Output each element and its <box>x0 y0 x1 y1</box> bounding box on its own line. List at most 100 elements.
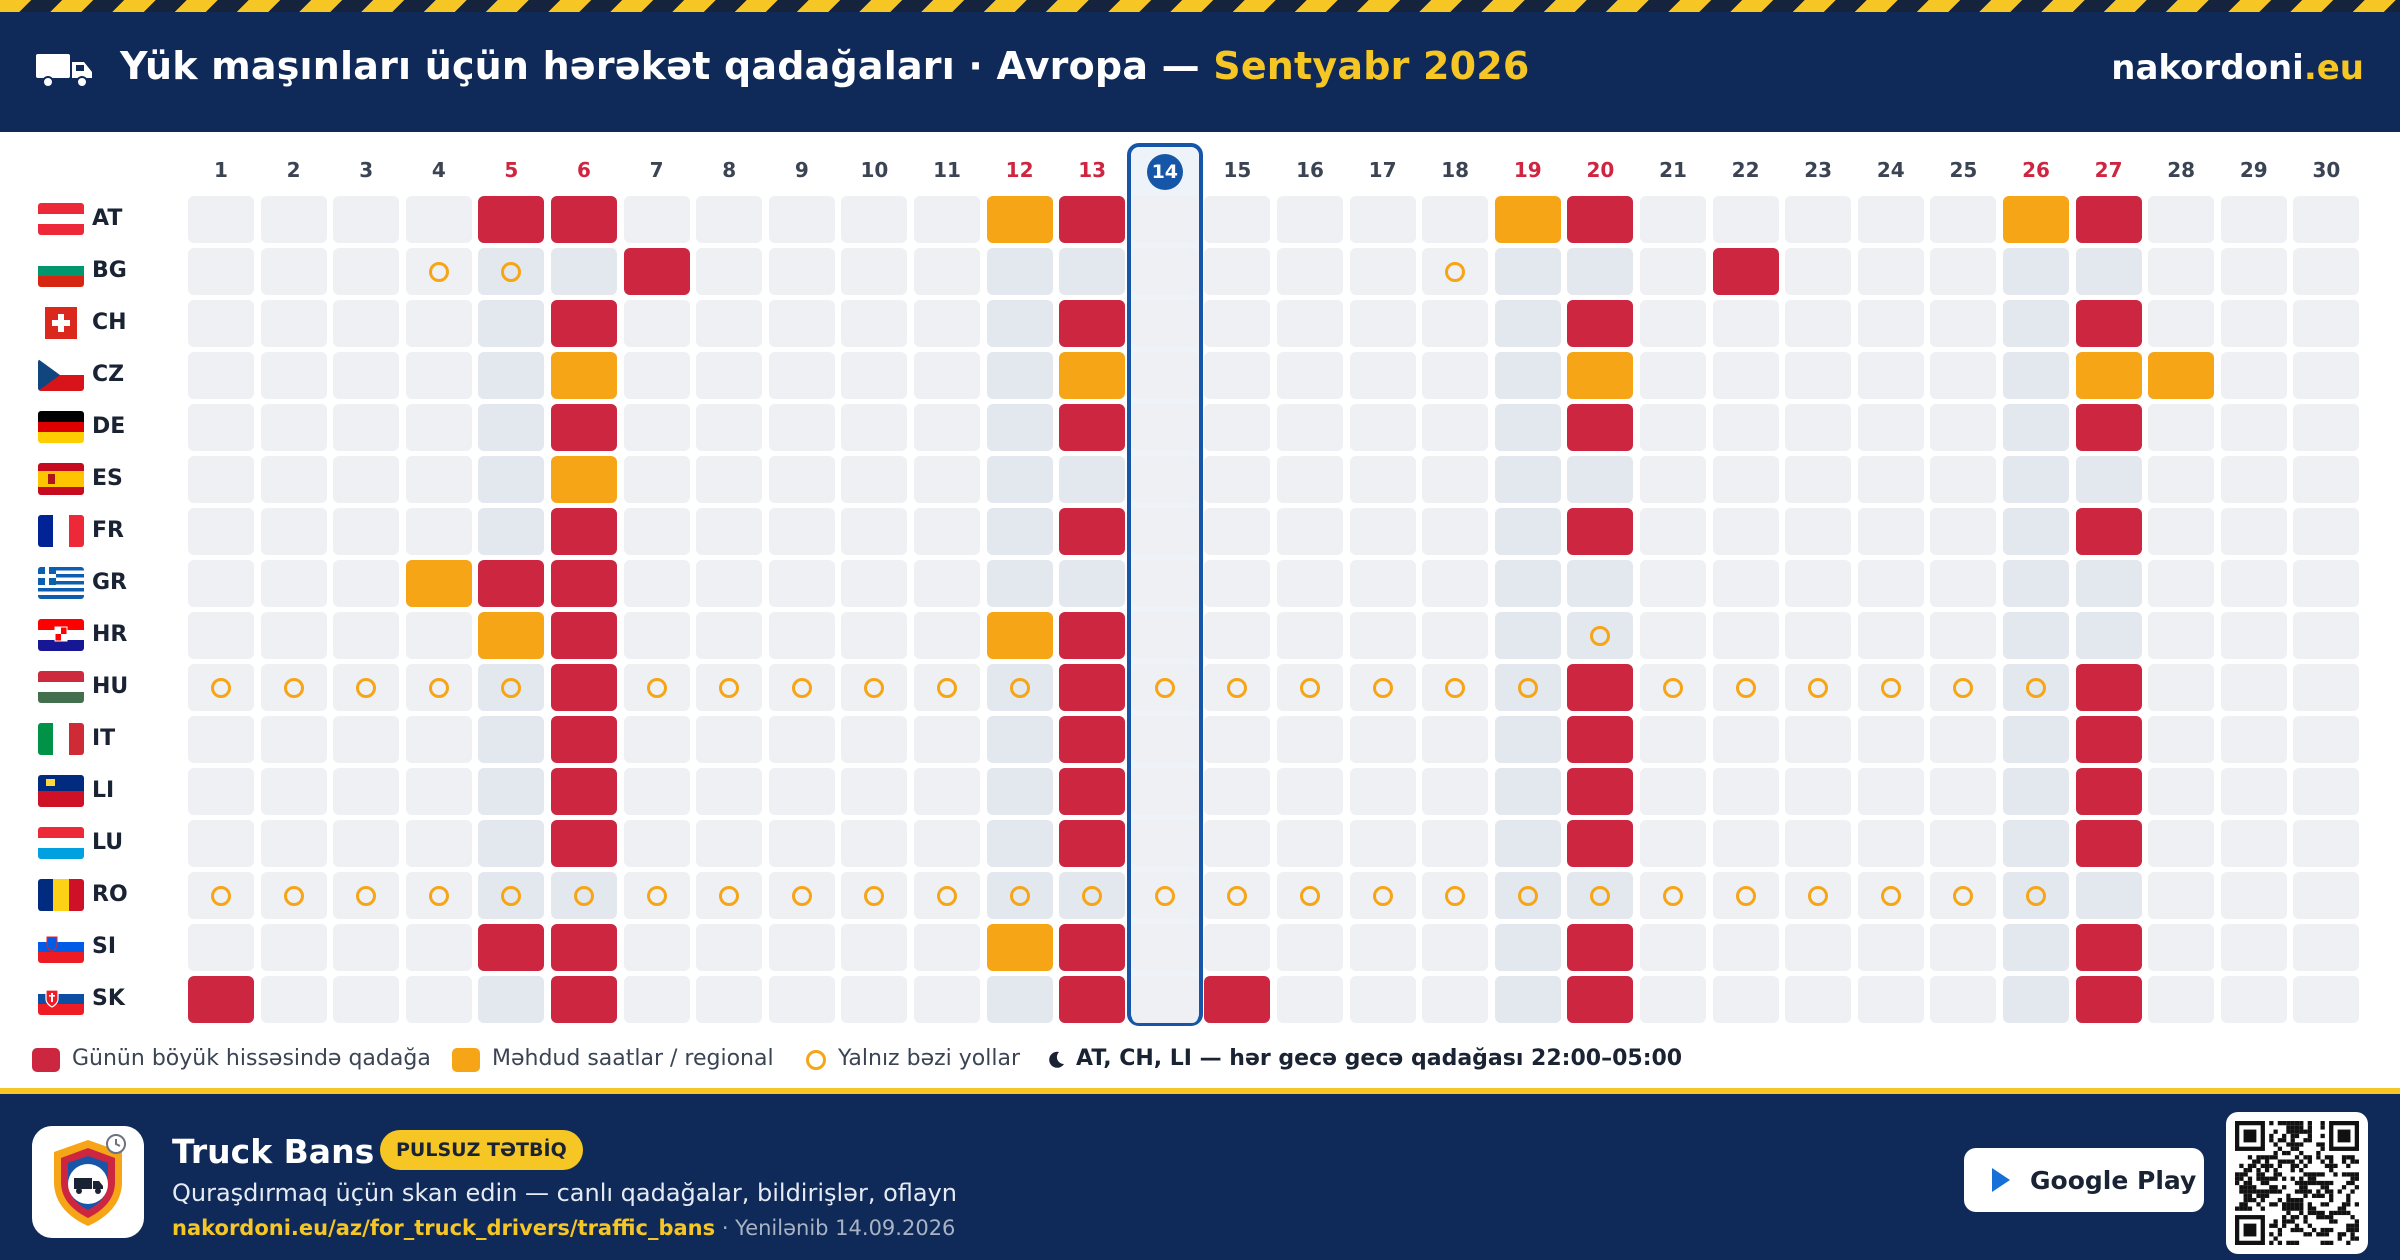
day-cell[interactable] <box>1277 612 1343 659</box>
day-cell[interactable] <box>1712 456 1779 503</box>
day-cell[interactable] <box>1785 820 1852 867</box>
day-cell[interactable] <box>914 196 980 243</box>
day-cell[interactable] <box>478 300 545 347</box>
day-cell[interactable] <box>2293 976 2360 1023</box>
ban-cell-full[interactable] <box>551 404 617 451</box>
day-header[interactable]: 29 <box>2239 158 2268 182</box>
day-cell[interactable] <box>623 560 690 607</box>
day-cell[interactable] <box>1277 924 1343 971</box>
day-cell[interactable] <box>188 248 254 295</box>
day-cell[interactable] <box>1349 872 1416 919</box>
day-cell[interactable] <box>260 196 327 243</box>
day-cell[interactable] <box>1494 612 1561 659</box>
ban-cell-partial[interactable] <box>1494 196 1561 243</box>
ban-cell-full[interactable] <box>188 976 254 1023</box>
day-cell[interactable] <box>188 664 254 711</box>
day-cell[interactable] <box>914 248 980 295</box>
day-cell[interactable] <box>1857 716 1924 763</box>
day-cell[interactable] <box>2075 248 2142 295</box>
day-cell[interactable] <box>841 560 908 607</box>
ban-cell-partial[interactable] <box>478 612 545 659</box>
day-cell[interactable] <box>1857 976 1924 1023</box>
day-cell[interactable] <box>1422 976 1489 1023</box>
ban-cell-partial[interactable] <box>551 352 617 399</box>
day-cell[interactable] <box>1422 768 1489 815</box>
day-cell[interactable] <box>188 508 254 555</box>
day-cell[interactable] <box>2220 768 2287 815</box>
day-cell[interactable] <box>1640 924 1706 971</box>
day-cell[interactable] <box>914 508 980 555</box>
day-cell[interactable] <box>1204 352 1271 399</box>
day-cell[interactable] <box>1712 924 1779 971</box>
day-cell[interactable] <box>623 300 690 347</box>
day-cell[interactable] <box>1131 820 1198 867</box>
ban-cell-full[interactable] <box>623 248 690 295</box>
ban-cell-full[interactable] <box>551 196 617 243</box>
day-cell[interactable] <box>478 352 545 399</box>
day-cell[interactable] <box>333 612 400 659</box>
ban-cell-full[interactable] <box>1059 924 1126 971</box>
day-cell[interactable] <box>1785 196 1852 243</box>
day-cell[interactable] <box>2148 508 2215 555</box>
day-cell[interactable] <box>1785 560 1852 607</box>
day-cell[interactable] <box>405 612 472 659</box>
day-cell[interactable] <box>768 768 835 815</box>
day-cell[interactable] <box>1277 560 1343 607</box>
day-cell[interactable] <box>260 404 327 451</box>
ban-cell-full[interactable] <box>551 560 617 607</box>
day-cell[interactable] <box>1277 404 1343 451</box>
day-cell[interactable] <box>1204 404 1271 451</box>
day-cell[interactable] <box>188 560 254 607</box>
day-cell[interactable] <box>188 404 254 451</box>
day-cell[interactable] <box>1857 404 1924 451</box>
day-cell[interactable] <box>1349 820 1416 867</box>
day-cell[interactable] <box>1785 508 1852 555</box>
day-cell[interactable] <box>1131 560 1198 607</box>
day-cell[interactable] <box>405 924 472 971</box>
day-cell[interactable] <box>1422 820 1489 867</box>
day-cell[interactable] <box>1349 976 1416 1023</box>
day-cell[interactable] <box>1204 768 1271 815</box>
day-cell[interactable] <box>333 300 400 347</box>
day-cell[interactable] <box>1785 612 1852 659</box>
day-cell[interactable] <box>1785 976 1852 1023</box>
day-cell[interactable] <box>696 664 763 711</box>
day-cell[interactable] <box>2148 664 2215 711</box>
day-cell[interactable] <box>2293 768 2360 815</box>
day-cell[interactable] <box>2220 872 2287 919</box>
day-cell[interactable] <box>986 820 1053 867</box>
ban-cell-full[interactable] <box>2075 924 2142 971</box>
day-cell[interactable] <box>2003 560 2069 607</box>
day-cell[interactable] <box>841 404 908 451</box>
ban-cell-full[interactable] <box>1567 976 1634 1023</box>
ban-cell-full[interactable] <box>1567 300 1634 347</box>
day-cell[interactable] <box>1277 872 1343 919</box>
day-cell[interactable] <box>1277 352 1343 399</box>
day-cell[interactable] <box>841 508 908 555</box>
qr-code[interactable] <box>2226 1112 2368 1254</box>
day-cell[interactable] <box>2293 716 2360 763</box>
day-cell[interactable] <box>260 924 327 971</box>
day-cell[interactable] <box>2293 456 2360 503</box>
ban-cell-full[interactable] <box>2075 508 2142 555</box>
day-cell[interactable] <box>2293 612 2360 659</box>
day-cell[interactable] <box>1930 768 1997 815</box>
day-cell[interactable] <box>260 300 327 347</box>
day-cell[interactable] <box>1131 612 1198 659</box>
day-cell[interactable] <box>1640 300 1706 347</box>
ban-cell-full[interactable] <box>2075 300 2142 347</box>
day-cell[interactable] <box>1930 716 1997 763</box>
day-cell[interactable] <box>1857 768 1924 815</box>
day-cell[interactable] <box>1422 872 1489 919</box>
day-cell[interactable] <box>696 872 763 919</box>
day-cell[interactable] <box>2003 508 2069 555</box>
ban-cell-full[interactable] <box>1059 612 1126 659</box>
day-cell[interactable] <box>914 664 980 711</box>
day-cell[interactable] <box>2075 456 2142 503</box>
day-cell[interactable] <box>2148 456 2215 503</box>
app-icon[interactable] <box>32 1126 144 1238</box>
day-cell[interactable] <box>1712 820 1779 867</box>
ban-cell-full[interactable] <box>2075 196 2142 243</box>
day-cell[interactable] <box>1204 820 1271 867</box>
ban-cell-full[interactable] <box>1059 768 1126 815</box>
